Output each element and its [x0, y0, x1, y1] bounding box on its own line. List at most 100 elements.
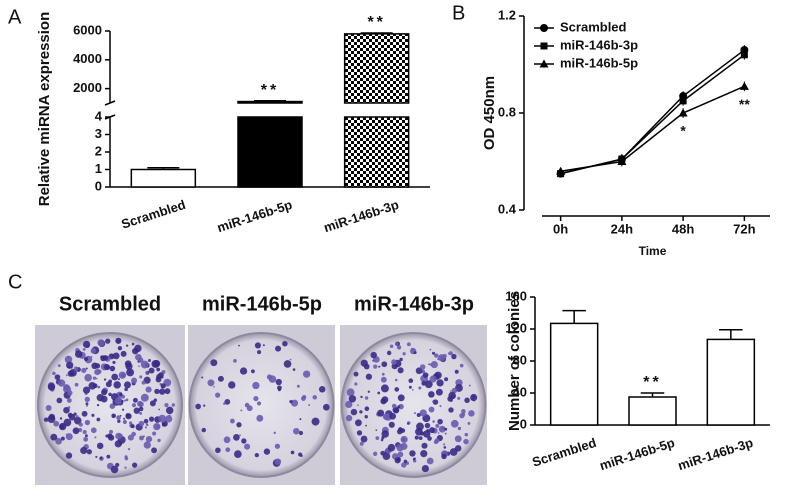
colony — [127, 434, 134, 441]
y-tick-label: 2000 — [73, 80, 102, 95]
colony — [464, 432, 469, 437]
colony — [84, 434, 88, 438]
colony — [424, 380, 433, 389]
colony — [275, 378, 282, 386]
colony — [432, 351, 436, 355]
colony — [138, 365, 140, 368]
colony — [92, 376, 97, 380]
image-title: miR-146b-3p — [354, 293, 474, 315]
colony — [113, 381, 121, 389]
colony — [386, 350, 392, 356]
colony — [359, 441, 364, 446]
colony — [96, 417, 101, 422]
colony — [66, 398, 72, 403]
x-axis-label: Time — [639, 244, 667, 258]
colony — [268, 375, 277, 383]
colony — [47, 415, 56, 424]
colony — [391, 403, 397, 409]
colony — [365, 373, 373, 380]
colony — [450, 419, 459, 428]
colony — [435, 423, 440, 428]
legend-label: miR-146b-5p — [560, 55, 638, 70]
colony — [164, 403, 169, 408]
colony — [82, 386, 91, 394]
y-tick-label: 3 — [95, 126, 102, 141]
legend-label: miR-146b-3p — [560, 37, 638, 52]
bar — [628, 396, 677, 426]
colony — [129, 421, 133, 425]
colony — [394, 457, 401, 464]
colony — [298, 430, 304, 436]
colony — [112, 360, 116, 365]
colony — [451, 353, 457, 360]
y-tick-label: 40 — [513, 384, 527, 399]
colony — [115, 462, 120, 468]
y-tick-label: 160 — [505, 288, 527, 303]
colony — [50, 433, 58, 441]
colony — [121, 408, 125, 411]
marker — [540, 42, 548, 50]
colony — [444, 377, 449, 382]
bar — [343, 33, 410, 104]
colony — [397, 405, 401, 409]
colony — [402, 352, 406, 356]
x-tick-label: miR-146b-5p — [215, 197, 294, 235]
colony — [100, 355, 106, 362]
colony — [215, 392, 221, 398]
colony — [156, 367, 161, 372]
colony — [439, 405, 442, 408]
marker — [739, 81, 749, 90]
colony — [47, 383, 56, 391]
colony — [78, 422, 83, 427]
x-tick-label: 0h — [553, 221, 568, 236]
colony — [419, 409, 427, 417]
colony — [421, 442, 428, 449]
colony — [322, 403, 330, 411]
colony — [250, 369, 255, 374]
colony — [104, 364, 111, 371]
colony — [364, 406, 370, 412]
bar-lower — [343, 116, 410, 188]
colony — [125, 344, 129, 347]
y-tick-label: 4 — [95, 108, 103, 123]
colony — [398, 403, 404, 410]
colony — [454, 369, 459, 374]
colony — [428, 391, 435, 398]
y-tick-label: 6000 — [73, 22, 102, 37]
colony — [96, 442, 104, 450]
colony — [459, 412, 465, 419]
colony — [432, 399, 439, 405]
colony — [105, 381, 112, 388]
colony — [381, 372, 385, 376]
colony — [73, 366, 79, 371]
colony — [109, 403, 116, 409]
colony — [447, 352, 450, 355]
dish — [188, 332, 335, 478]
colony — [80, 446, 88, 455]
y-tick-label: 120 — [505, 320, 527, 335]
colony — [442, 353, 447, 359]
colony — [68, 413, 76, 421]
colony — [239, 434, 241, 437]
colony — [345, 400, 353, 409]
y-tick-label: 0.4 — [498, 201, 517, 216]
colony — [217, 375, 224, 382]
colony — [148, 358, 151, 362]
colony — [53, 420, 60, 427]
colony — [225, 447, 231, 453]
colony — [429, 427, 435, 434]
colony — [275, 345, 282, 352]
colony — [82, 430, 87, 435]
y-axis-label: OD 450nm — [481, 76, 498, 150]
colony — [311, 417, 320, 426]
colony — [109, 429, 113, 434]
colony — [127, 448, 131, 451]
colony — [263, 448, 271, 455]
colony — [85, 404, 88, 407]
colony — [420, 450, 428, 458]
colony — [380, 376, 387, 383]
colony — [201, 427, 207, 433]
colony — [428, 363, 430, 366]
colony — [156, 374, 162, 380]
colony — [96, 394, 104, 402]
